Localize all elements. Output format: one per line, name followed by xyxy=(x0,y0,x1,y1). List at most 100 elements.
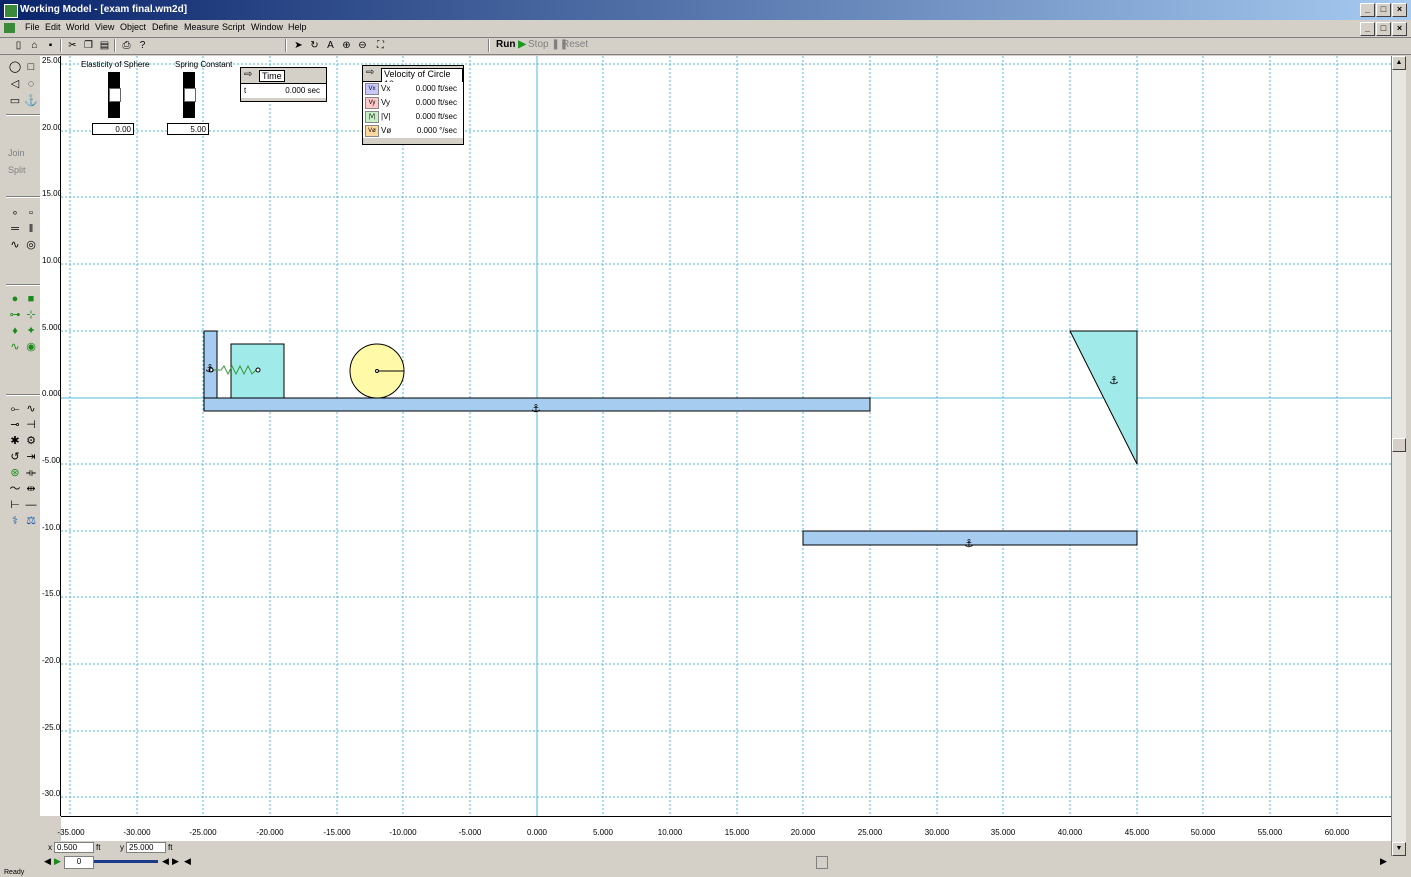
closed-slot-icon[interactable]: ◎ xyxy=(24,238,38,252)
linear-actuator-icon[interactable]: ⟛ xyxy=(24,466,38,480)
run-button[interactable]: Run ▶ xyxy=(496,39,526,50)
scroll-left-icon[interactable]: ◀ xyxy=(184,856,191,867)
x-coord-field[interactable]: 0.500 xyxy=(54,842,94,853)
gear-tool-icon[interactable]: ✱ xyxy=(8,434,22,448)
tape-slider[interactable] xyxy=(94,860,158,863)
elasticity-slider-thumb[interactable] xyxy=(109,88,121,102)
menu-script[interactable]: Script xyxy=(222,22,245,32)
menu-world[interactable]: World xyxy=(66,22,89,32)
menu-window[interactable]: Window xyxy=(251,22,283,32)
elasticity-slider[interactable] xyxy=(108,72,120,118)
menu-object[interactable]: Object xyxy=(120,22,146,32)
anchor-icon[interactable]: ⚓ xyxy=(1109,374,1119,387)
spring-tool-icon[interactable]: ∿ xyxy=(24,402,38,416)
pin-joint-icon[interactable]: ● xyxy=(8,292,22,306)
anchor-tool-icon[interactable]: ⚓ xyxy=(24,94,38,108)
zoom-fit-icon[interactable]: ⛶ xyxy=(374,39,387,52)
frame-field[interactable]: 0 xyxy=(64,856,94,869)
spring-value-field[interactable]: 5.00 xyxy=(167,123,209,135)
menu-edit[interactable]: Edit xyxy=(45,22,61,32)
circle-tool-icon[interactable]: ◯ xyxy=(8,60,22,74)
pulley-tool-icon[interactable]: ⚙ xyxy=(24,434,38,448)
v-magnitude-swatch[interactable]: |V| xyxy=(365,111,379,123)
vx-swatch[interactable]: Vx xyxy=(365,83,379,95)
step-back-icon[interactable]: ◀ xyxy=(162,856,169,867)
horizontal-scroll-thumb[interactable] xyxy=(816,856,828,869)
arrow-select-icon[interactable]: ➤ xyxy=(292,39,305,52)
mdi-minimize-button[interactable]: _ xyxy=(1360,22,1375,36)
horizontal-slot-icon[interactable]: ═ xyxy=(8,222,22,236)
meter-arrow-icon[interactable]: ⇨ xyxy=(244,70,252,80)
text-tool-icon[interactable]: A xyxy=(324,39,337,52)
vertical-slot-icon[interactable]: ‖ xyxy=(24,222,38,236)
y-coord-field[interactable]: 25.000 xyxy=(126,842,166,853)
close-button[interactable]: × xyxy=(1392,3,1407,17)
scroll-right-icon[interactable]: ▶ xyxy=(1380,856,1387,867)
time-meter[interactable]: ⇨ Time t 0.000 sec xyxy=(240,67,327,102)
square-point-tool-icon[interactable]: ▫ xyxy=(24,206,38,220)
curved-joint-icon[interactable]: ∿ xyxy=(8,340,22,354)
menu-measure[interactable]: Measure xyxy=(184,22,219,32)
play-forward-icon[interactable]: ▶ xyxy=(172,856,179,867)
square-tool-icon[interactable]: ▭ xyxy=(8,94,22,108)
spring-endpoint[interactable] xyxy=(256,368,260,372)
v-angular-swatch[interactable]: Vø xyxy=(365,125,379,137)
damper-tool-icon[interactable]: ⊣ xyxy=(24,418,38,432)
workspace-canvas[interactable]: ⚓ ⚓ ⚓ ⚓ xyxy=(61,56,1391,816)
step-forward-icon[interactable]: ▶ xyxy=(54,856,61,867)
menu-define[interactable]: Define xyxy=(152,22,178,32)
rope-tool-icon[interactable]: ⊸ xyxy=(8,418,22,432)
polygon-tool-icon[interactable]: ◁ xyxy=(8,77,22,91)
reset-button[interactable]: Reset xyxy=(562,39,588,50)
zoom-in-icon[interactable]: ⊕ xyxy=(340,39,353,52)
actuator-tool-icon[interactable]: ⇥ xyxy=(24,450,38,464)
zoom-out-icon[interactable]: ⊖ xyxy=(356,39,369,52)
anchor-icon[interactable]: ⚓ xyxy=(531,402,541,415)
pair-force-icon[interactable]: ⚖ xyxy=(24,514,38,528)
separator-icon[interactable]: ⇹ xyxy=(24,482,38,496)
maximize-button[interactable]: □ xyxy=(1376,3,1391,17)
menu-view[interactable]: View xyxy=(95,22,114,32)
simulation-workspace[interactable]: ⚓ ⚓ ⚓ ⚓ Elasticity of Sphere 0.00 Spring… xyxy=(61,56,1391,816)
rotate-icon[interactable]: ↻ xyxy=(308,39,321,52)
vertical-scroll-thumb[interactable] xyxy=(1392,438,1406,452)
open-folder-icon[interactable]: ⌂ xyxy=(28,39,41,52)
minimize-button[interactable]: _ xyxy=(1360,3,1375,17)
rigid-joint-icon[interactable]: ■ xyxy=(24,292,38,306)
torsion-spring-icon[interactable]: ↺ xyxy=(8,450,22,464)
spring-slider-thumb[interactable] xyxy=(184,88,196,102)
document-icon[interactable] xyxy=(4,23,15,33)
slot-joint-icon[interactable]: ⊹ xyxy=(24,308,38,322)
elasticity-value-field[interactable]: 0.00 xyxy=(92,123,134,135)
point-tool-icon[interactable]: ∘ xyxy=(8,206,22,220)
mdi-close-button[interactable]: × xyxy=(1392,22,1407,36)
keyed-vertical-joint-icon[interactable]: ♦ xyxy=(8,324,22,338)
split-button[interactable]: Split xyxy=(8,165,26,175)
rope-curve-icon[interactable]: 〜 xyxy=(8,482,22,496)
velocity-meter[interactable]: ⇨ Velocity of Circle 10 Vx Vx 0.000 ft/s… xyxy=(362,65,464,145)
scroll-down-icon[interactable]: ▼ xyxy=(1392,842,1406,856)
force-tool-icon[interactable]: ⊢ xyxy=(8,498,22,512)
vertical-scrollbar[interactable]: ▲ ▼ xyxy=(1391,56,1406,856)
scroll-up-icon[interactable]: ▲ xyxy=(1392,56,1406,70)
print-icon[interactable]: ⎙ xyxy=(120,39,133,52)
new-file-icon[interactable]: ▯ xyxy=(12,39,25,52)
line-tool-icon[interactable]: — xyxy=(24,498,38,512)
keyed-slot-joint-icon[interactable]: ⊶ xyxy=(8,308,22,322)
copy-icon[interactable]: ❐ xyxy=(82,39,95,52)
vy-swatch[interactable]: Vy xyxy=(365,97,379,109)
anchor-icon[interactable]: ⚓ xyxy=(964,537,974,550)
menu-file[interactable]: File xyxy=(25,22,40,32)
meter-arrow-icon[interactable]: ⇨ xyxy=(366,68,374,78)
mdi-restore-button[interactable]: □ xyxy=(1376,22,1391,36)
torque-tool-icon[interactable]: ⚕ xyxy=(8,514,22,528)
rewind-icon[interactable]: ◀ xyxy=(44,856,51,867)
join-button[interactable]: Join xyxy=(8,148,25,158)
help-icon[interactable]: ? xyxy=(136,39,149,52)
motor-tool-icon[interactable]: ⊛ xyxy=(8,466,22,480)
rectangle-tool-icon[interactable]: □ xyxy=(24,60,38,74)
paste-icon[interactable]: ▤ xyxy=(98,39,111,52)
curved-slot-icon[interactable]: ∿ xyxy=(8,238,22,252)
spring-constant-slider[interactable] xyxy=(183,72,195,118)
closed-curve-joint-icon[interactable]: ◉ xyxy=(24,340,38,354)
